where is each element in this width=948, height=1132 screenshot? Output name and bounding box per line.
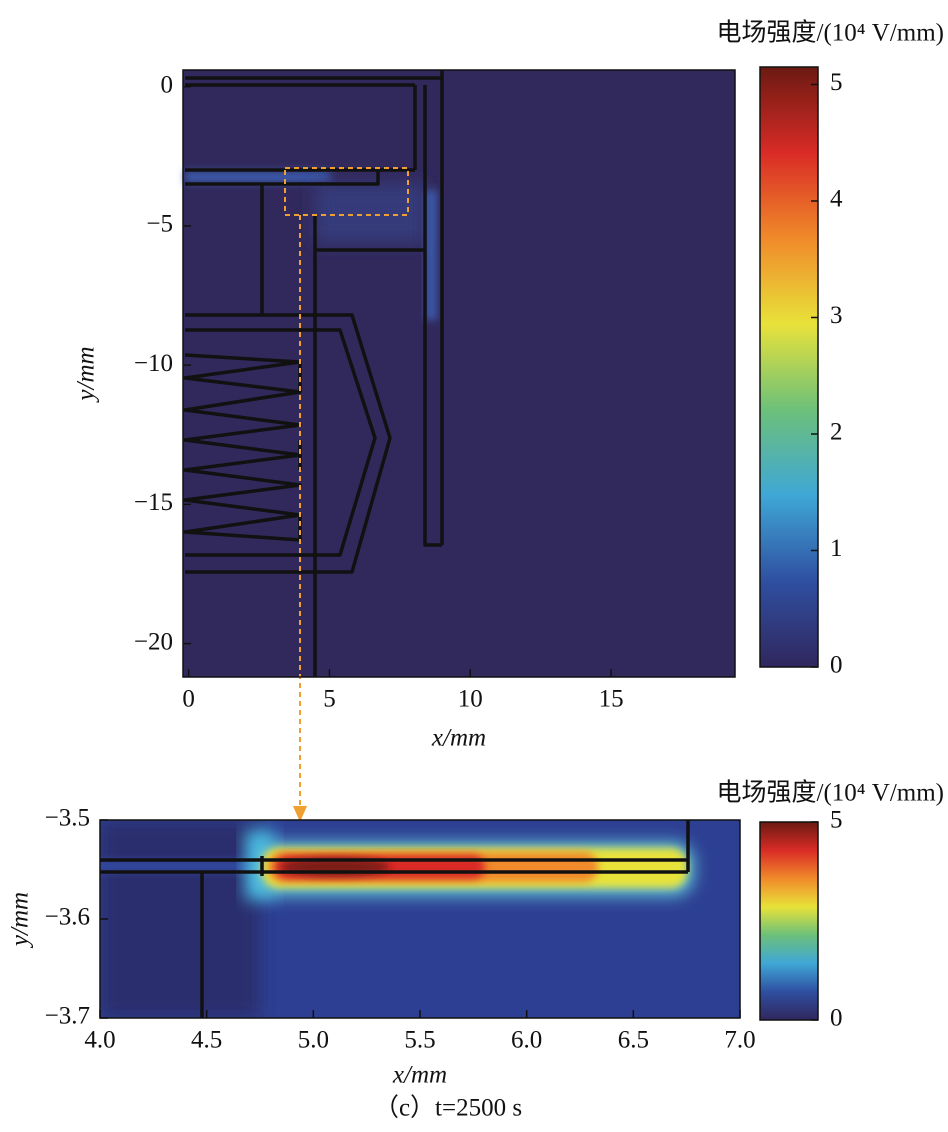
figure-caption: （c）t=2500 s (374, 1094, 522, 1122)
x-tick-label: 4.5 (191, 1027, 222, 1054)
colorbar (759, 821, 819, 1021)
y-tick-label: −5 (146, 211, 173, 238)
x-tick-label: 5.0 (298, 1027, 329, 1054)
colorbar-tick-label: 0 (830, 652, 843, 679)
colorbar-tick-label: 0 (830, 1005, 843, 1032)
x-tick-label: 15 (599, 686, 624, 713)
colorbar-tick-label: 4 (830, 186, 843, 213)
field-map-1 (183, 70, 735, 677)
y-tick-label: −3.6 (45, 904, 90, 931)
x-tick-label: 7.0 (724, 1027, 755, 1054)
x-tick-label: 5.5 (404, 1027, 435, 1054)
x-tick-label: 6.5 (618, 1027, 649, 1054)
y-tick-label: −15 (134, 489, 173, 516)
structure-2 (100, 820, 690, 1018)
y-tick-label: 0 (161, 71, 174, 98)
colorbar-tick-label: 5 (830, 807, 843, 834)
x-tick-label: 0 (182, 686, 195, 713)
x-tick-label: 6.0 (511, 1027, 542, 1054)
plot-frame (182, 69, 736, 678)
colorbar-tick-label: 1 (830, 535, 843, 562)
y-tick-label: −10 (134, 350, 173, 377)
y-axis-label: y/mm (7, 892, 34, 949)
y-axis-label: y/mm (73, 346, 100, 403)
x-axis-label: x/mm (392, 1062, 447, 1089)
y-tick-label: −3.5 (45, 805, 90, 832)
colorbar-title: 电场强度/(10⁴ V/mm) (717, 779, 944, 807)
x-axis-label: x/mm (431, 725, 486, 752)
field-map-2 (100, 820, 740, 1018)
x-tick-label: 10 (458, 686, 483, 713)
colorbar-tick-label: 3 (830, 302, 843, 329)
colorbar-tick-label: 5 (830, 69, 843, 96)
colorbar-title: 电场强度/(10⁴ V/mm) (717, 19, 944, 47)
colorbar (759, 66, 819, 668)
zoom-indicator (284, 167, 409, 822)
colorbar-tick-label: 2 (830, 419, 843, 446)
x-tick-label: 5 (323, 686, 336, 713)
y-tick-label: −20 (134, 628, 173, 655)
y-tick-label: −3.7 (45, 1003, 90, 1030)
x-tick-label: 4.0 (84, 1027, 115, 1054)
